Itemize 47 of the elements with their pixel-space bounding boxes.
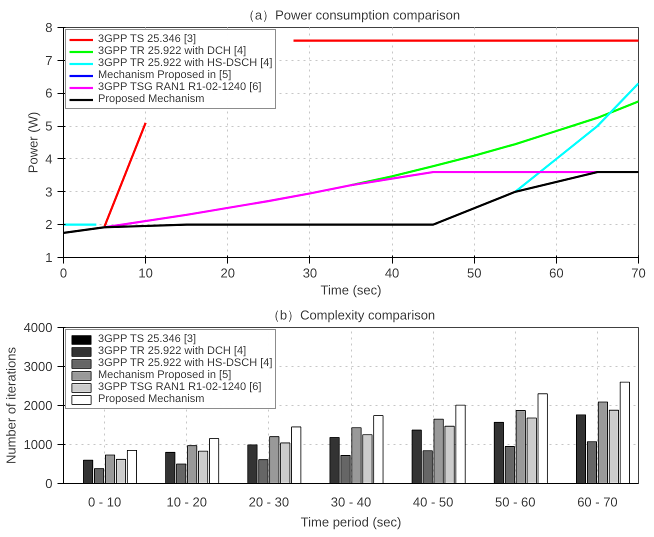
- x-tick-label: 50 - 60: [495, 494, 536, 510]
- x-tick-label: 10: [138, 266, 153, 280]
- x-axis-title: Time (sec): [320, 282, 382, 298]
- y-tick-label: 2000: [24, 398, 52, 413]
- legend-label: 3GPP TR 25.922 with HS-DSCH [4]: [98, 357, 272, 369]
- y-tick-label: 0: [45, 476, 53, 491]
- legend-label: Mechanism Proposed in [5]: [98, 69, 232, 81]
- legend-label: 3GPP TSG RAN1 R1-02-1240 [6]: [98, 381, 262, 393]
- legend-label: 3GPP TS 25.346 [3]: [98, 333, 196, 345]
- x-tick-label: 40: [384, 266, 400, 280]
- x-tick-label: 50: [466, 266, 482, 280]
- x-tick-label: 60 - 70: [577, 494, 618, 510]
- y-tick-label: 1: [45, 250, 53, 265]
- y-axis-title: Power (W): [25, 112, 40, 174]
- legend-label: 3GPP TS 25.346 [3]: [98, 33, 196, 45]
- x-tick-label: 30 - 40: [330, 494, 372, 510]
- x-tick-label: 40 - 50: [412, 494, 454, 510]
- x-tick-label: 0 - 10: [88, 494, 122, 510]
- y-tick-label: 3: [45, 184, 53, 200]
- legend-label: 3GPP TR 25.922 with HS-DSCH [4]: [98, 57, 272, 69]
- y-tick-label: 8: [45, 20, 53, 35]
- x-tick-label: 10 - 20: [166, 494, 207, 510]
- y-tick-label: 5: [45, 118, 53, 134]
- legend-label: Proposed Mechanism: [98, 393, 204, 405]
- x-axis-title: Time period (sec): [300, 514, 402, 530]
- y-tick-label: 4: [45, 151, 53, 166]
- legend-label: Proposed Mechanism: [98, 93, 204, 105]
- chart-title: （a）Power consumption comparison: [242, 8, 460, 22]
- x-tick-label: 60: [549, 266, 564, 280]
- x-tick-label: 30: [302, 266, 318, 280]
- legend-label: Mechanism Proposed in [5]: [98, 369, 232, 381]
- x-tick-label: 0: [60, 266, 68, 280]
- y-tick-label: 6: [45, 86, 53, 101]
- y-tick-label: 3000: [24, 359, 52, 374]
- x-tick-label: 20: [220, 266, 236, 280]
- y-axis-title: Number of iterations: [4, 346, 19, 464]
- y-tick-label: 4000: [24, 320, 52, 335]
- y-tick-label: 1000: [24, 437, 52, 452]
- line-series: [350, 100, 638, 186]
- y-tick-label: 2: [45, 217, 53, 232]
- y-tick-label: 7: [45, 52, 53, 68]
- legend-label: 3GPP TR 25.922 with DCH [4]: [98, 345, 246, 357]
- legend-label: 3GPP TSG RAN1 R1-02-1240 [6]: [98, 81, 262, 93]
- x-tick-label: 20 - 30: [248, 494, 290, 510]
- chart-title: （b）Complexity comparison: [266, 308, 436, 322]
- x-tick-label: 70: [631, 266, 646, 280]
- legend-label: 3GPP TR 25.922 with DCH [4]: [98, 45, 246, 57]
